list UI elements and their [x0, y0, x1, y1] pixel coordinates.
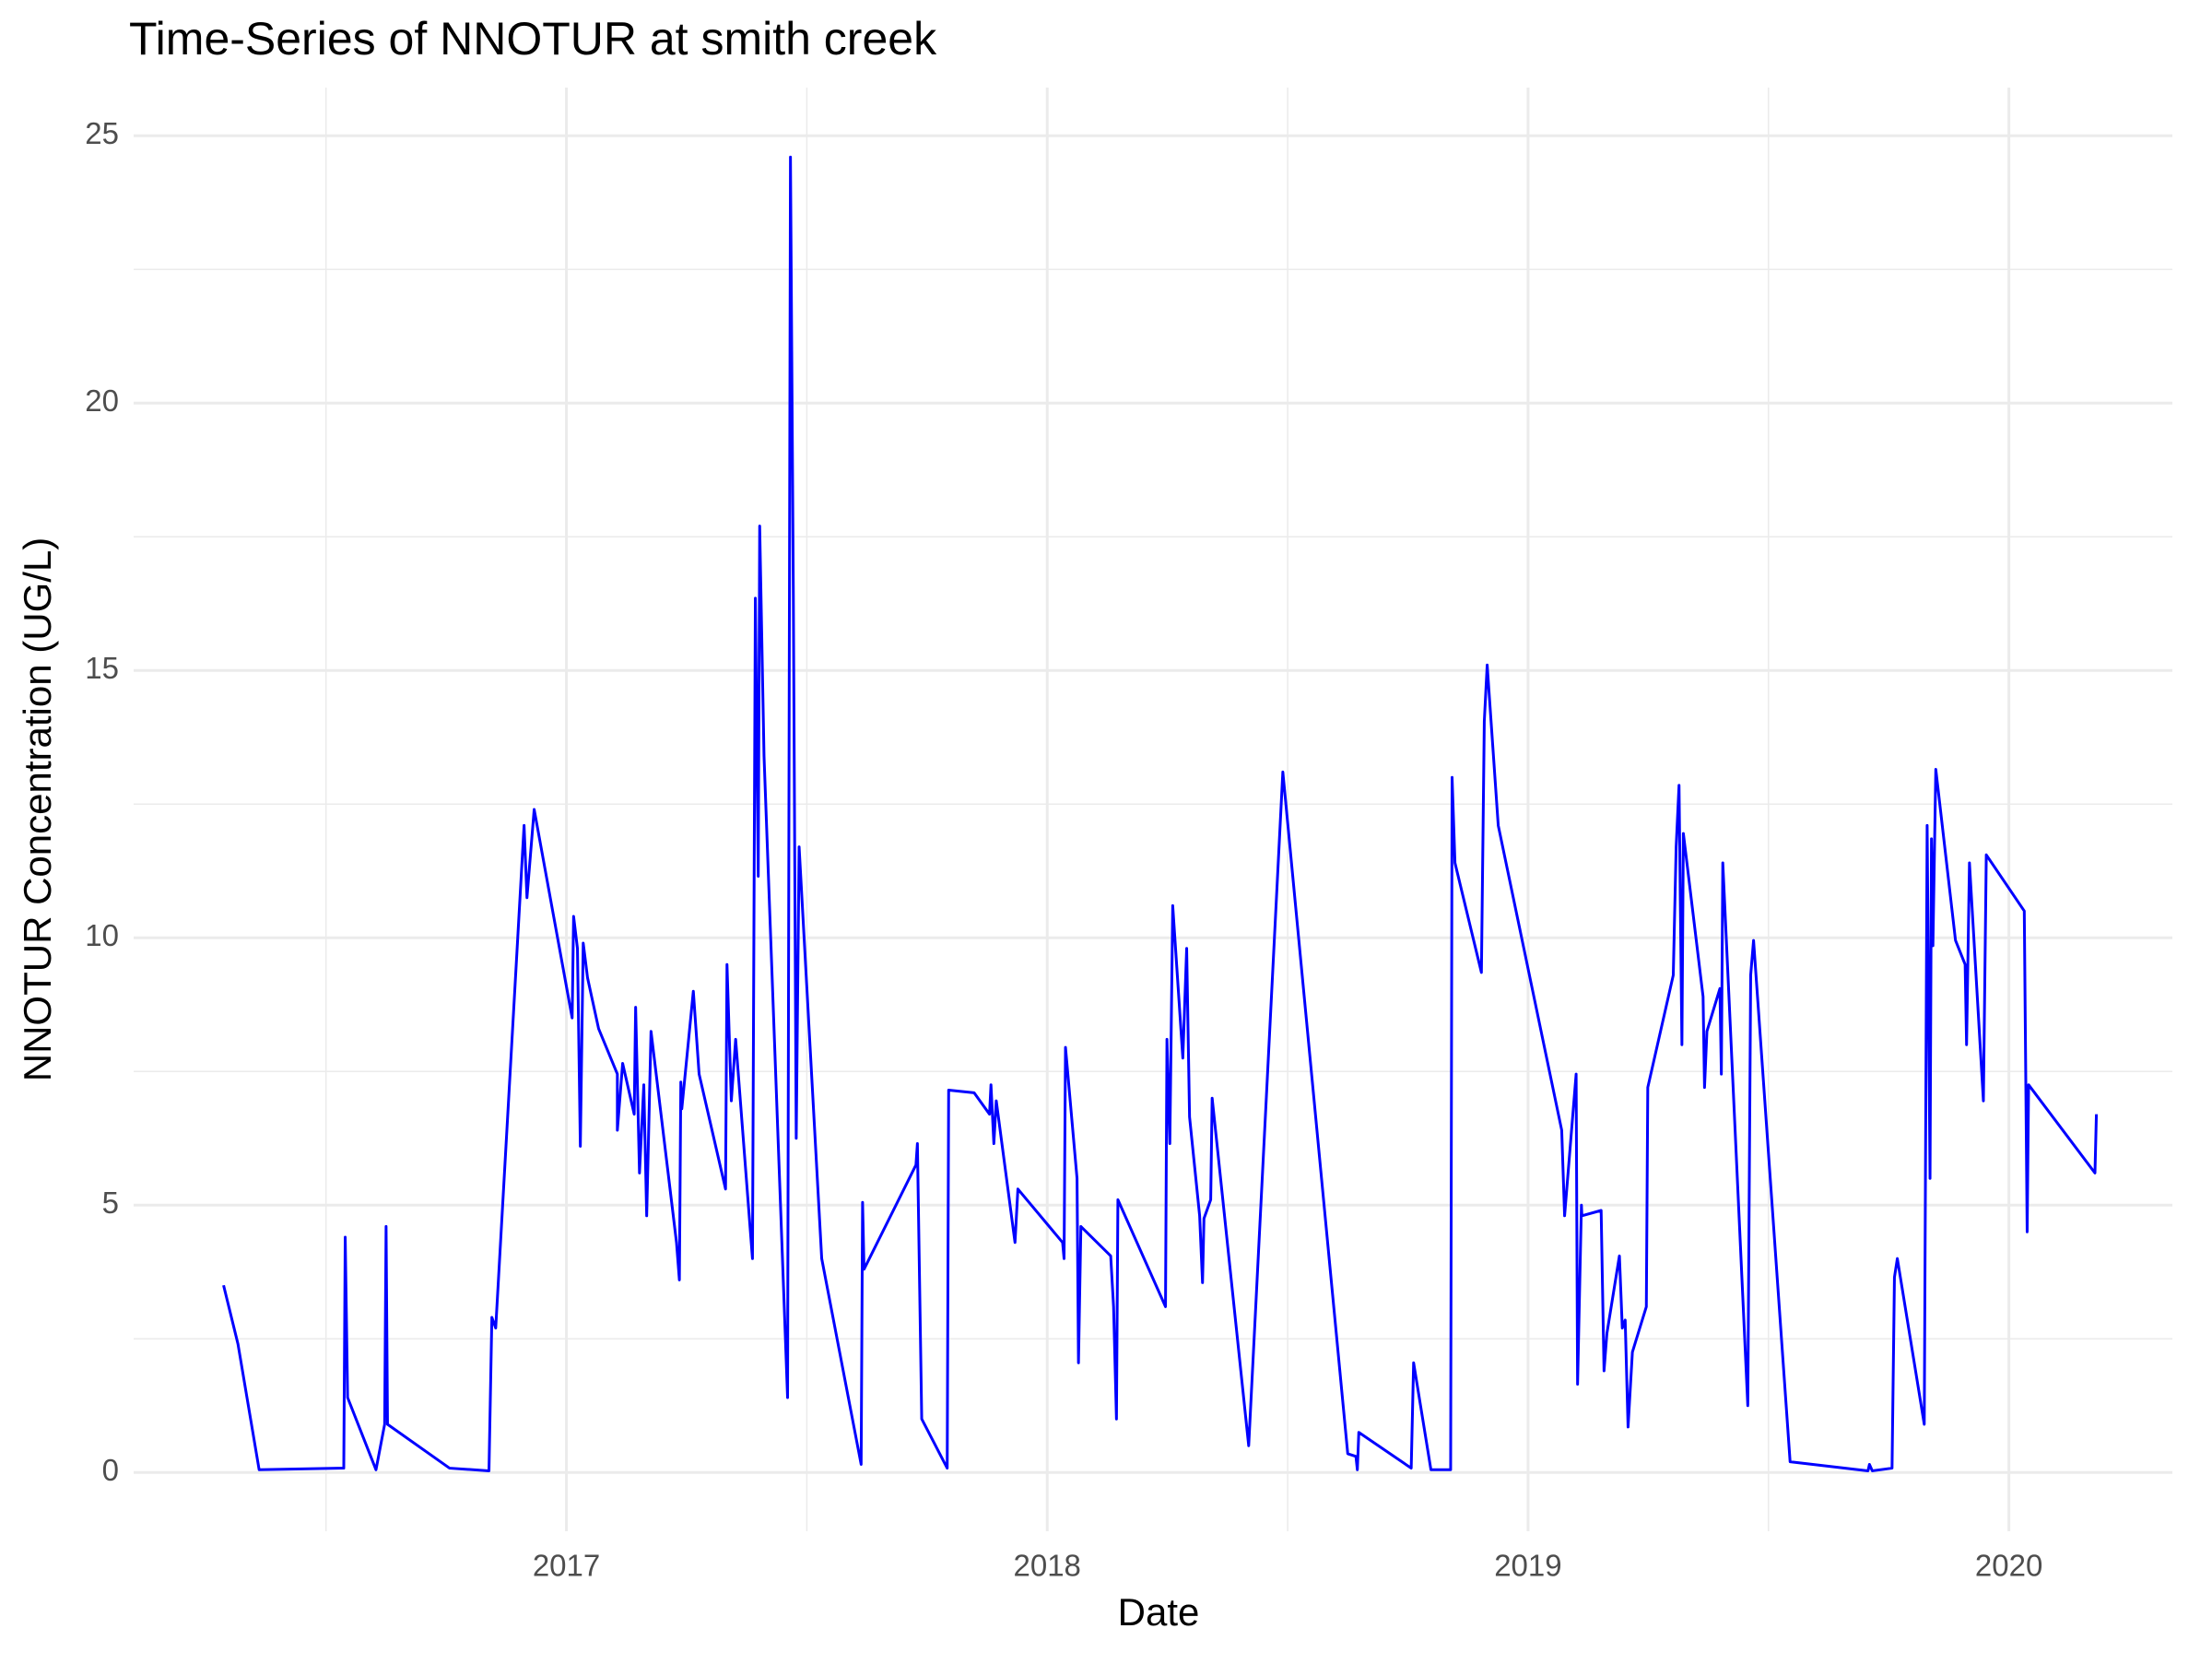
- y-tick-label: 5: [102, 1186, 119, 1220]
- data-line: [222, 155, 2099, 1472]
- x-axis-title: Date: [1118, 1590, 1200, 1634]
- y-tick-label: 15: [85, 651, 119, 685]
- y-tick-label: 25: [85, 116, 119, 150]
- y-tick-label: 0: [102, 1453, 119, 1487]
- x-tick-label: 2020: [1975, 1549, 2042, 1583]
- y-tick-label: 20: [85, 384, 119, 418]
- x-tick-label: 2017: [533, 1549, 600, 1583]
- x-tick-label: 2018: [1014, 1549, 1081, 1583]
- x-tick-label: 2019: [1494, 1549, 1561, 1583]
- chart-title: Time-Series of NNOTUR at smith creek: [129, 13, 937, 65]
- y-axis-title: NNOTUR Concentration (UG/L): [16, 537, 59, 1081]
- y-tick-label: 10: [85, 918, 119, 952]
